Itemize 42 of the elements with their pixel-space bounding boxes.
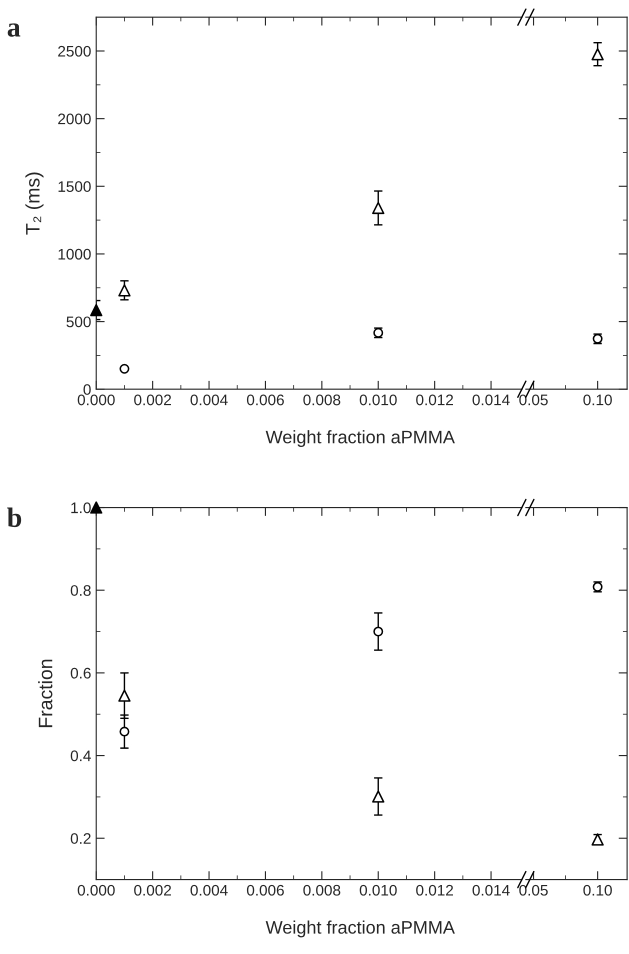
chart-title: a	[8, 23, 20, 37]
y-tick-label: 0.6	[70, 668, 91, 679]
x-tick-label: 0.012	[416, 394, 453, 406]
point	[372, 790, 384, 803]
x-tick-label: 0.006	[246, 394, 284, 406]
x-tick-label: 0.012	[416, 884, 453, 896]
y-tick-label: 1000	[58, 248, 91, 260]
y-tick-label: 500	[66, 316, 91, 328]
x-tick-label: 0.000	[78, 394, 115, 406]
x-tick-label: 0.002	[134, 394, 171, 406]
x-tick-label: 0.014	[472, 394, 510, 406]
y-tick-label: 0	[83, 384, 91, 395]
y-tick-label: 1500	[58, 181, 91, 192]
x-tick-label: 0.004	[190, 884, 228, 896]
x-axis-title: Weight fraction aPMMA	[266, 920, 455, 938]
y-tick-label: 0.8	[70, 585, 91, 596]
y-tick-label: 0.4	[70, 750, 91, 762]
x-tick-label: 0.05	[519, 884, 548, 896]
x-tick-label: 0.014	[472, 884, 510, 896]
x-tick-label: 0.10	[583, 884, 612, 896]
point	[118, 284, 131, 296]
x-tick-label: 0.010	[360, 884, 397, 896]
x-tick-label: 0.004	[190, 394, 228, 406]
y-tick-label: 1.0	[71, 502, 91, 514]
x-tick-label: 0.002	[134, 884, 171, 896]
chart-title: b	[7, 508, 22, 528]
y-tick-label: 2000	[58, 114, 91, 124]
x-tick-label: 0.010	[360, 394, 397, 406]
x-tick-label: 0.05	[519, 394, 548, 406]
point	[118, 689, 131, 702]
x-tick-label: 0.10	[583, 394, 612, 406]
x-tick-label: 0.008	[303, 884, 340, 896]
y-axis-title: T₂ (ms)	[25, 172, 44, 235]
y-tick-label: 2500	[58, 46, 91, 57]
x-axis-title: Weight fraction aPMMA	[266, 430, 455, 447]
x-tick-label: 0.006	[246, 884, 284, 896]
point	[372, 202, 384, 214]
point	[90, 304, 102, 316]
x-tick-label: 0.008	[303, 394, 340, 406]
y-tick-label: 0.2	[70, 833, 91, 844]
y-axis-title: Fraction	[38, 660, 52, 728]
x-tick-label: 0.000	[78, 884, 115, 896]
